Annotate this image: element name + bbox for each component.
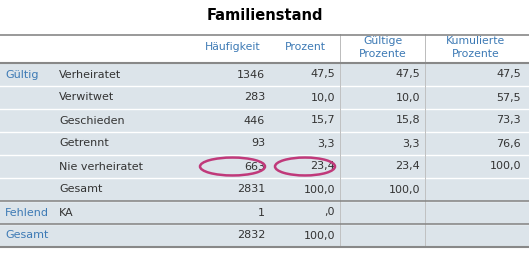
Text: Häufigkeit: Häufigkeit [205, 43, 260, 52]
Bar [0, 86, 529, 109]
Bar [0, 109, 529, 132]
Bar [0, 63, 529, 86]
Text: 23,4: 23,4 [310, 162, 335, 172]
Bar [0, 155, 529, 178]
Text: 1: 1 [258, 207, 265, 217]
Text: 100,0: 100,0 [388, 184, 420, 195]
Text: 73,3: 73,3 [496, 116, 521, 125]
Text: Gültig: Gültig [5, 69, 39, 79]
Text: Gesamt: Gesamt [59, 184, 103, 195]
Text: 15,7: 15,7 [311, 116, 335, 125]
Bar [0, 201, 529, 224]
Bar [0, 224, 529, 247]
Text: Gültige
Prozente: Gültige Prozente [359, 36, 406, 59]
Text: Verheiratet: Verheiratet [59, 69, 121, 79]
Text: 283: 283 [244, 93, 265, 102]
Text: Prozent: Prozent [285, 43, 325, 52]
Text: 76,6: 76,6 [496, 139, 521, 149]
Text: 100,0: 100,0 [304, 184, 335, 195]
Text: 47,5: 47,5 [395, 69, 420, 79]
Text: 2831: 2831 [237, 184, 265, 195]
Text: Familienstand: Familienstand [206, 8, 323, 23]
Bar [0, 178, 529, 201]
Text: 10,0: 10,0 [311, 93, 335, 102]
Text: 93: 93 [251, 139, 265, 149]
Text: 3,3: 3,3 [317, 139, 335, 149]
Bar [0, 34, 529, 63]
Text: ,0: ,0 [324, 207, 335, 217]
Text: Gesamt: Gesamt [5, 230, 48, 240]
Text: 663: 663 [244, 162, 265, 172]
Text: 446: 446 [244, 116, 265, 125]
Text: 57,5: 57,5 [496, 93, 521, 102]
Text: 2832: 2832 [236, 230, 265, 240]
Text: 23,4: 23,4 [395, 162, 420, 172]
Text: 100,0: 100,0 [304, 230, 335, 240]
Text: Nie verheiratet: Nie verheiratet [59, 162, 143, 172]
Bar [0, 63, 529, 247]
Text: 47,5: 47,5 [310, 69, 335, 79]
Bar [0, 132, 529, 155]
Text: 47,5: 47,5 [496, 69, 521, 79]
Text: 100,0: 100,0 [489, 162, 521, 172]
Text: 1346: 1346 [237, 69, 265, 79]
Text: Verwitwet: Verwitwet [59, 93, 114, 102]
Text: 10,0: 10,0 [396, 93, 420, 102]
Text: 15,8: 15,8 [395, 116, 420, 125]
Text: 3,3: 3,3 [403, 139, 420, 149]
Text: Getrennt: Getrennt [59, 139, 109, 149]
Text: Kumulierte
Prozente: Kumulierte Prozente [446, 36, 505, 59]
Text: Fehlend: Fehlend [5, 207, 49, 217]
Text: Geschieden: Geschieden [59, 116, 125, 125]
Text: KA: KA [59, 207, 74, 217]
